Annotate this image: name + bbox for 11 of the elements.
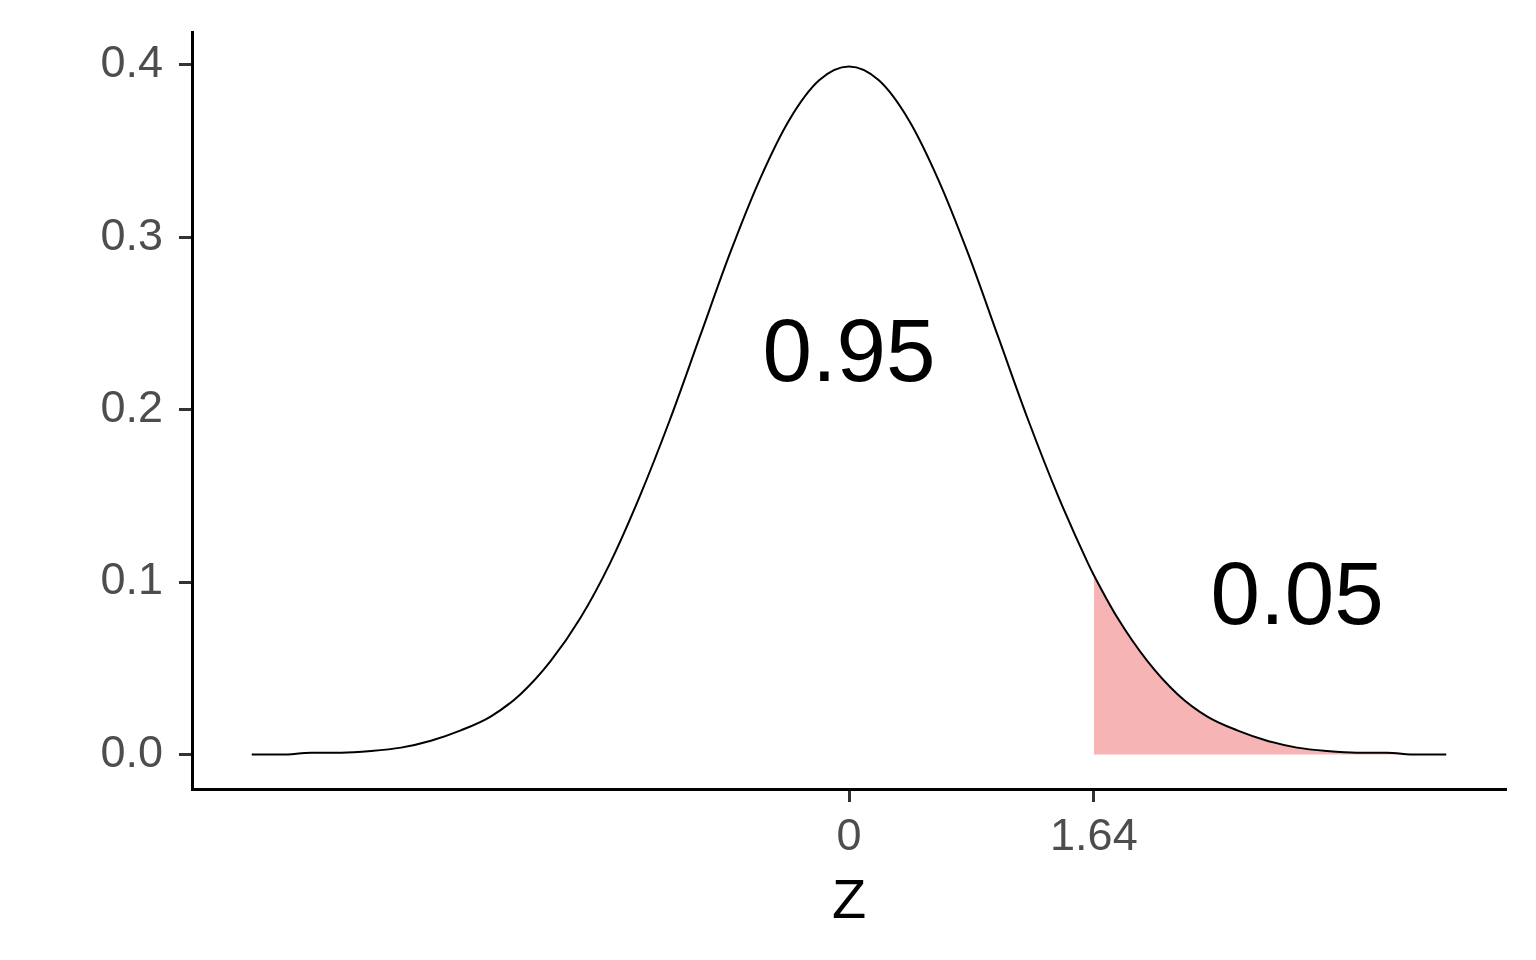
x-tick-label: 0 <box>836 809 862 861</box>
y-tick-label: 0.0 <box>100 725 163 777</box>
y-tick-label: 0.3 <box>100 208 163 260</box>
x-tick-label: 1.64 <box>1050 809 1138 861</box>
annotation: 0.05 <box>1210 543 1384 644</box>
y-tick-label: 0.1 <box>100 553 163 605</box>
annotation: 0.95 <box>762 300 936 401</box>
y-tick-label: 0.2 <box>100 381 163 433</box>
y-tick-label: 0.4 <box>100 36 163 88</box>
x-axis-title: Z <box>831 866 867 930</box>
line-series <box>250 65 1448 756</box>
